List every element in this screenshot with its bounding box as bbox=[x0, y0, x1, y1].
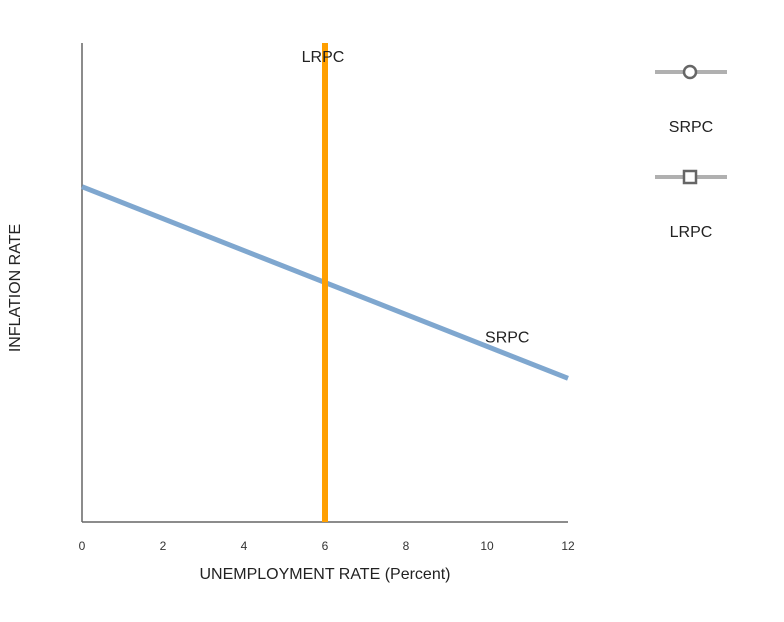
legend-srpc-label: SRPC bbox=[669, 119, 713, 136]
legend-srpc-circle-marker bbox=[682, 64, 698, 80]
x-tick-label: 0 bbox=[79, 539, 86, 553]
srpc-curve-label: SRPC bbox=[485, 329, 529, 346]
x-tick-label: 10 bbox=[480, 539, 494, 553]
x-tick-label: 6 bbox=[322, 539, 329, 553]
legend: SRPC LRPC bbox=[655, 64, 727, 241]
x-axis-title: UNEMPLOYMENT RATE (Percent) bbox=[199, 566, 450, 583]
legend-lrpc-label: LRPC bbox=[670, 224, 713, 241]
y-axis-title: INFLATION RATE bbox=[7, 224, 24, 352]
x-tick-label: 8 bbox=[403, 539, 410, 553]
series-lines bbox=[81, 43, 569, 522]
x-tick-labels: 0 2 4 6 8 10 12 bbox=[79, 539, 575, 553]
x-tick-label: 12 bbox=[561, 539, 575, 553]
x-tick-label: 2 bbox=[160, 539, 167, 553]
x-tick-label: 4 bbox=[241, 539, 248, 553]
legend-lrpc-square-marker bbox=[682, 169, 698, 185]
legend-item-lrpc[interactable]: LRPC bbox=[655, 169, 727, 241]
legend-item-srpc[interactable]: SRPC bbox=[655, 64, 727, 136]
lrpc-curve-label: LRPC bbox=[302, 49, 345, 66]
